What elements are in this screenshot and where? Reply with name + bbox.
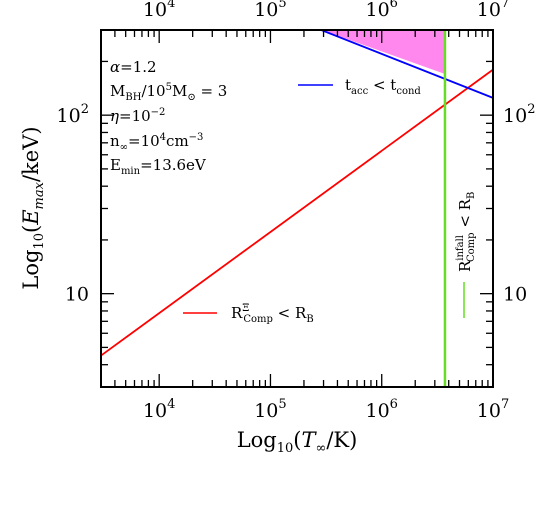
param-mbh: MBH/105M⊙ = 3 bbox=[110, 82, 227, 103]
y-axis-title: Log10(Emax/keV) bbox=[19, 126, 47, 289]
x-tick-label-bottom: 106 bbox=[365, 397, 397, 422]
legend-red: RΞ Comp < RB bbox=[183, 303, 314, 325]
param-n: n∞=104cm−3 bbox=[110, 132, 203, 153]
param-eta: η=10−2 bbox=[110, 107, 165, 125]
legend-red-label: RΞ Comp < RB bbox=[231, 303, 314, 325]
y-tick-label-left: 10 bbox=[65, 284, 89, 306]
param-alpha: α=1.2 bbox=[110, 58, 157, 76]
legend-blue-label: tacc < tcond bbox=[345, 76, 421, 97]
legend-green: RinfallComp < RB bbox=[455, 192, 477, 318]
x-axis-title: Log10(T∞/K) bbox=[237, 428, 358, 456]
series-blue-line bbox=[318, 30, 493, 99]
plot-area bbox=[101, 30, 493, 387]
x-tick-label-top: 106 bbox=[365, 0, 397, 21]
legend-green-label: RinfallComp < RB bbox=[455, 192, 477, 272]
x-tick-label-bottom: 104 bbox=[143, 397, 175, 422]
y-tick-label-right: 10 bbox=[503, 284, 527, 306]
series-red-line bbox=[101, 68, 493, 357]
param-emin: Emin=13.6eV bbox=[110, 156, 207, 177]
legend-blue: tacc < tcond bbox=[298, 76, 421, 97]
x-tick-label-top: 107 bbox=[477, 0, 509, 21]
tick-labels: 104 104 105 105 106 106 107 107 10 10 102 102 bbox=[57, 0, 536, 422]
y-tick-label-right: 102 bbox=[503, 102, 535, 127]
y-tick-label-left: 102 bbox=[57, 102, 89, 127]
x-tick-label-bottom: 105 bbox=[254, 397, 286, 422]
shaded-region bbox=[321, 30, 445, 75]
ticks bbox=[100, 29, 494, 388]
x-tick-label-top: 104 bbox=[143, 0, 175, 21]
x-tick-label-top: 105 bbox=[254, 0, 286, 21]
x-tick-label-bottom: 107 bbox=[477, 397, 509, 422]
parameter-annotations: α=1.2 MBH/105M⊙ = 3 η=10−2 n∞=104cm−3 Em… bbox=[110, 58, 227, 177]
